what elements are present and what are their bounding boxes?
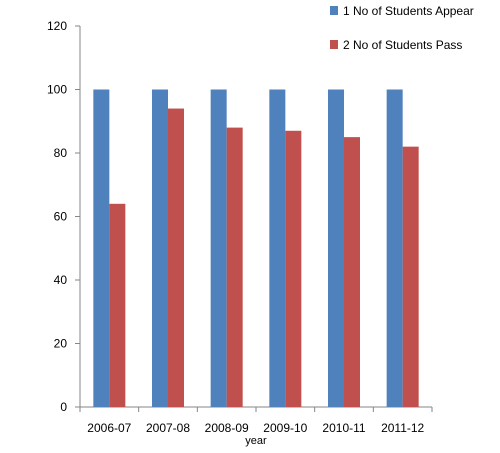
legend-swatch xyxy=(330,40,338,49)
legend-label: 2 No of Students Pass xyxy=(343,38,462,52)
x-tick-label: 2008-09 xyxy=(205,421,249,435)
y-tick-label: 60 xyxy=(54,210,68,224)
y-tick-label: 0 xyxy=(60,400,67,414)
x-axis: 2006-07 2007-08 2008-09 2009-10 2010-11 2011-… xyxy=(79,406,433,435)
x-tick-label: 2007-08 xyxy=(146,421,190,435)
bar-appear xyxy=(93,89,110,407)
bar-appear xyxy=(386,89,403,407)
x-tick-label: 2009-10 xyxy=(263,421,307,435)
legend-swatch xyxy=(330,6,338,15)
x-axis-title: year xyxy=(245,435,267,447)
x-tick-label: 2011-12 xyxy=(381,421,424,435)
bar-pass xyxy=(109,203,126,407)
bar-appear xyxy=(210,89,227,407)
bar-pass xyxy=(285,130,302,407)
y-tick-label: 100 xyxy=(47,83,67,97)
y-tick-label: 40 xyxy=(54,273,68,287)
y-axis: 0 20 40 60 80 100 120 xyxy=(47,19,81,414)
legend-label: 1 No of Students Appear xyxy=(343,4,474,18)
bar-pass xyxy=(168,108,184,408)
legend: 1 No of Students Appear 2 No of Students … xyxy=(330,4,474,52)
bar-pass xyxy=(226,127,243,407)
y-tick-label: 20 xyxy=(54,337,68,351)
bar-pass xyxy=(402,146,419,407)
bar-pass xyxy=(344,137,360,407)
x-tick-label: 2006-07 xyxy=(87,421,131,435)
x-tick-label: 2010-11 xyxy=(322,421,365,435)
y-tick-label: 120 xyxy=(47,19,67,33)
bars xyxy=(93,89,419,408)
bar-appear xyxy=(152,89,168,407)
y-tick-label: 80 xyxy=(54,146,68,160)
bar-appear xyxy=(328,89,344,407)
bar-appear xyxy=(269,89,286,407)
